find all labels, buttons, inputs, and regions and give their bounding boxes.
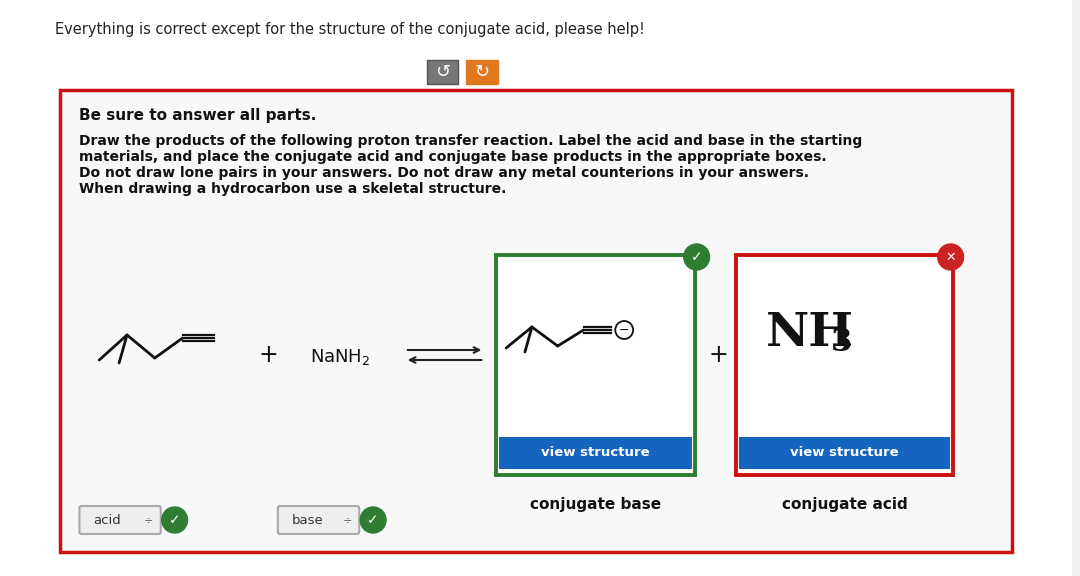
Text: ↻: ↻ (475, 63, 490, 81)
Text: Draw the products of the following proton transfer reaction. Label the acid and : Draw the products of the following proto… (80, 134, 863, 148)
Text: +: + (258, 343, 278, 367)
Text: ✓: ✓ (691, 250, 702, 264)
Circle shape (361, 507, 386, 533)
Text: When drawing a hydrocarbon use a skeletal structure.: When drawing a hydrocarbon use a skeleta… (80, 182, 507, 196)
Text: materials, and place the conjugate acid and conjugate base products in the appro: materials, and place the conjugate acid … (80, 150, 827, 164)
Text: −: − (619, 324, 630, 336)
Text: Be sure to answer all parts.: Be sure to answer all parts. (80, 108, 316, 123)
Text: 3: 3 (831, 327, 852, 358)
FancyBboxPatch shape (59, 90, 1012, 552)
Circle shape (684, 244, 710, 270)
FancyBboxPatch shape (499, 437, 691, 469)
Circle shape (937, 244, 963, 270)
Text: NaNH$_2$: NaNH$_2$ (310, 347, 369, 367)
Text: base: base (292, 513, 324, 526)
Text: Do not draw lone pairs in your answers. Do not draw any metal counterions in you: Do not draw lone pairs in your answers. … (80, 166, 809, 180)
Text: ÷: ÷ (144, 515, 153, 525)
FancyBboxPatch shape (737, 255, 953, 475)
Text: ✓: ✓ (168, 513, 180, 527)
FancyBboxPatch shape (467, 60, 498, 84)
Text: +: + (708, 343, 728, 367)
FancyBboxPatch shape (740, 437, 949, 469)
Text: ✓: ✓ (367, 513, 379, 527)
Text: acid: acid (93, 513, 121, 526)
Text: NH: NH (766, 310, 854, 356)
Text: ↺: ↺ (435, 63, 450, 81)
FancyBboxPatch shape (278, 506, 360, 534)
Circle shape (162, 507, 188, 533)
Text: view structure: view structure (541, 446, 650, 460)
FancyBboxPatch shape (427, 60, 459, 84)
FancyBboxPatch shape (496, 255, 694, 475)
Text: ÷: ÷ (342, 515, 352, 525)
Text: conjugate acid: conjugate acid (782, 497, 907, 512)
Text: ✕: ✕ (945, 251, 956, 263)
Text: Everything is correct except for the structure of the conjugate acid, please hel: Everything is correct except for the str… (55, 22, 645, 37)
Text: view structure: view structure (791, 446, 899, 460)
FancyBboxPatch shape (80, 506, 161, 534)
Text: conjugate base: conjugate base (530, 497, 661, 512)
